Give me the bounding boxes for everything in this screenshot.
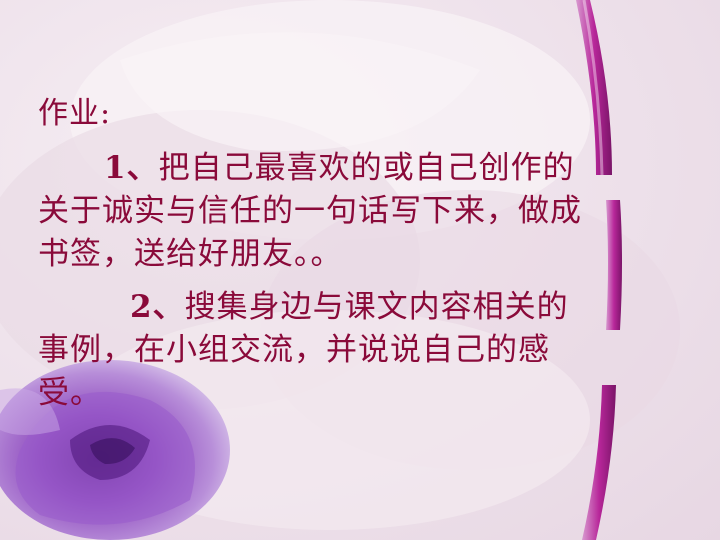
rose-image [0, 360, 230, 540]
item-number: 1、 [104, 150, 159, 186]
decorative-arcs [576, 0, 622, 540]
slide-content: 作业: 1、把自己最喜欢的或自己创作的关于诚实与信任的一句话写下来，做成书签，送… [38, 92, 598, 425]
item-text: 把自己最喜欢的或自己创作的关于诚实与信任的一句话写下来，做成书签，送给好朋友。。 [38, 150, 582, 272]
item-number: 2、 [130, 289, 185, 325]
slide-heading: 作业: [38, 96, 112, 131]
item-text: 搜集身边与课文内容相关的事例，在小组交流，并说说自己的感受。 [38, 289, 569, 411]
homework-item-2: 2、搜集身边与课文内容相关的事例，在小组交流，并说说自己的感受。 [38, 286, 598, 415]
homework-item-1: 1、把自己最喜欢的或自己创作的关于诚实与信任的一句话写下来，做成书签，送给好朋友… [38, 147, 598, 276]
